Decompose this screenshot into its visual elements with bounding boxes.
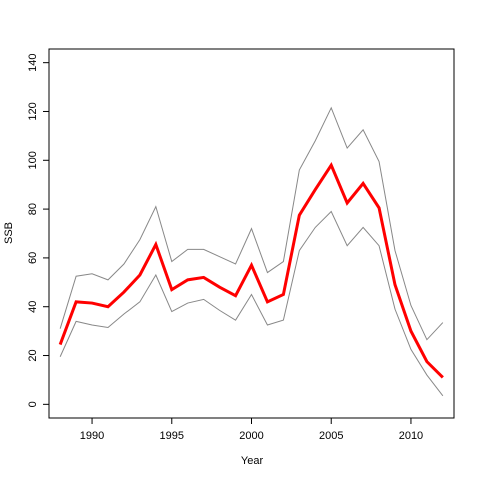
y-tick-label: 0 [27,401,39,407]
x-tick-label: 2010 [399,430,423,442]
x-tick-label: 2000 [239,430,263,442]
x-tick-label: 1990 [80,430,104,442]
y-tick-label: 100 [27,151,39,169]
x-tick-label: 2005 [319,430,343,442]
y-tick-label: 80 [27,203,39,215]
series-line-estimate [58,161,444,379]
y-axis: 0 20 40 60 80 100 120 140 [27,53,49,407]
y-tick-label: 140 [27,53,39,71]
series-line-upper [59,106,444,341]
series-line-lower [59,210,444,397]
y-tick-label: 120 [27,102,39,120]
y-tick-label: 40 [27,301,39,313]
x-axis: 1990 1995 2000 2005 2010 [80,418,423,442]
y-tick-label: 20 [27,349,39,361]
series-layer [58,106,444,397]
plot-frame [48,48,455,419]
x-tick-label: 1995 [160,430,184,442]
y-tick-label: 60 [27,252,39,264]
y-axis-label: SSB [3,222,15,244]
x-axis-label: Year [241,455,264,467]
